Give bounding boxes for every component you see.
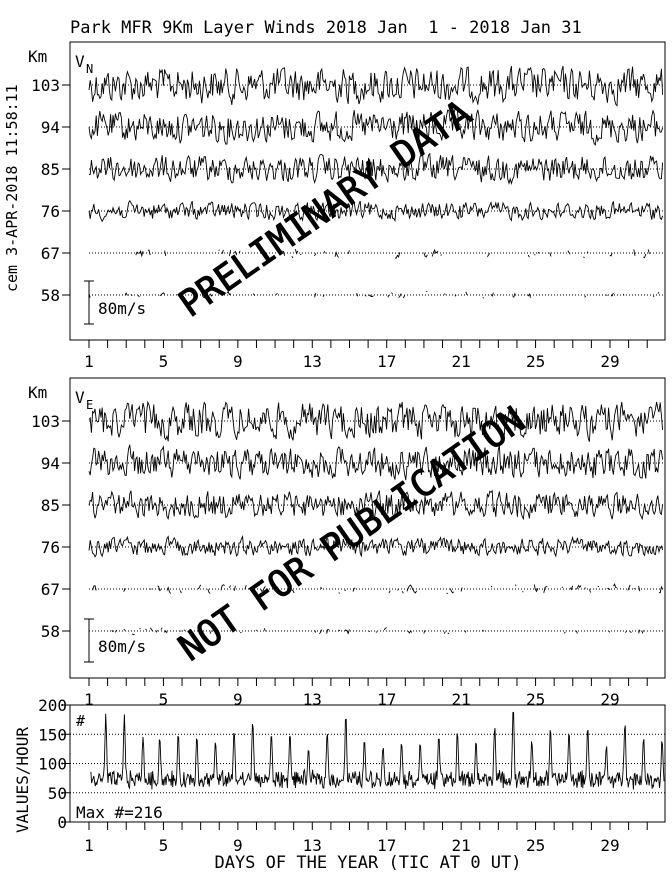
x-tick-label: 17 [377,690,396,709]
panel-frame [69,377,666,679]
wind-trace-103 [88,400,664,442]
x-tick-label: 1 [84,352,94,371]
wind-trace-94 [88,109,664,146]
series-label: # [76,712,85,730]
x-tick-label: 21 [452,690,471,709]
y-tick-label: 50 [48,784,67,803]
y-tick-label: 94 [41,454,60,473]
x-tick-label: 21 [452,352,471,371]
x-tick-label: 25 [526,836,545,855]
y-tick-label: 0 [57,813,67,832]
side-timestamp-label: cem 3-APR-2018 11:58:11 [3,84,21,292]
x-tick-label: 5 [159,690,169,709]
scale-bar-label: 80m/s [98,299,146,318]
wind-trace-76 [88,199,664,223]
component-subscript: N [86,62,93,76]
component-label: V [75,52,85,71]
component-subscript: E [86,398,93,412]
y-tick-label: 94 [41,118,60,137]
y-tick-label: 150 [38,725,67,744]
y-tick-label: 76 [41,202,60,221]
max-annotation: Max #=216 [76,803,163,822]
x-tick-label: 1 [84,690,94,709]
values-per-hour-line [90,711,665,790]
wind-trace-58 [88,290,660,299]
wind-trace-94 [88,444,664,481]
y-tick-label: 58 [41,622,60,641]
x-tick-label: 13 [303,352,322,371]
x-tick-label: 9 [233,690,243,709]
wind-trace-85 [88,489,664,521]
y-tick-label: 200 [38,696,67,715]
x-axis-label: DAYS OF THE YEAR (TIC AT 0 UT) [214,853,521,873]
x-tick-label: 9 [233,352,243,371]
wind-trace-67 [92,583,663,595]
chart-title: Park MFR 9Km Layer Winds 2018 Jan 1 - 20… [70,18,582,38]
x-tick-label: 25 [526,690,545,709]
watermark-not-for-publication: NOT FOR PUBLICATION [172,400,533,670]
y-tick-label: 67 [41,244,60,263]
x-tick-label: 9 [233,836,243,855]
x-tick-label: 17 [377,352,396,371]
x-tick-label: 25 [526,352,545,371]
y-tick-label: 85 [41,496,60,515]
y-tick-label: 100 [38,755,67,774]
wind-trace-85 [88,152,664,186]
y-axis-label: Km [28,47,47,66]
x-tick-label: 13 [303,690,322,709]
y-tick-label: 103 [31,76,60,95]
x-tick-label: 29 [600,690,619,709]
wind-trace-76 [88,534,664,558]
x-tick-label: 29 [600,352,619,371]
x-tick-label: 21 [452,836,471,855]
x-tick-label: 17 [377,836,396,855]
y-tick-label: 58 [41,286,60,305]
panel-frame [69,41,666,341]
component-label: V [75,388,85,407]
scale-bar-label: 80m/s [98,637,146,656]
x-tick-label: 5 [159,352,169,371]
y-axis-label: Km [28,383,47,402]
x-tick-label: 13 [303,836,322,855]
wind-trace-103 [88,65,664,107]
x-tick-label: 29 [600,836,619,855]
y-tick-label: 103 [31,412,60,431]
x-tick-label: 1 [84,836,94,855]
y-tick-label: 67 [41,580,60,599]
x-tick-label: 5 [159,836,169,855]
y-tick-label: 76 [41,538,60,557]
wind-trace-67 [136,249,659,258]
y-axis-label: VALUES/HOUR [13,727,32,833]
y-tick-label: 85 [41,160,60,179]
